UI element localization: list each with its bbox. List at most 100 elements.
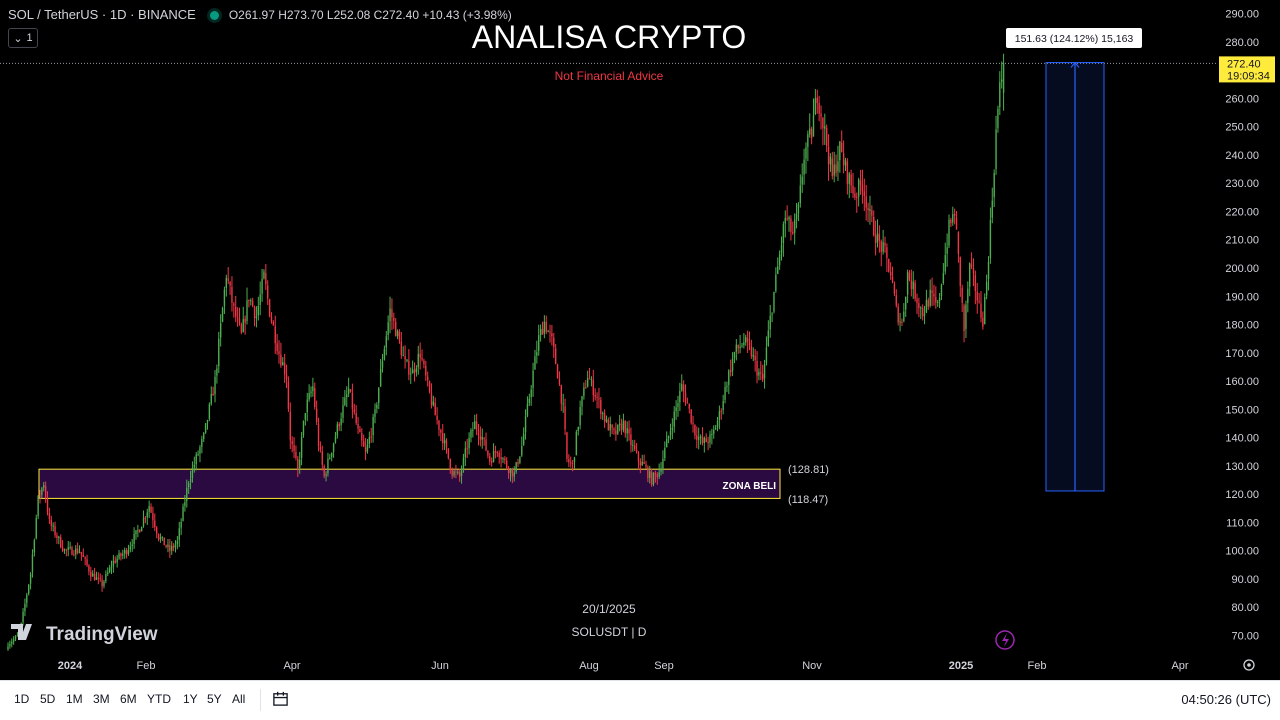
candle-body bbox=[681, 383, 683, 391]
range-button-ytd[interactable]: YTD bbox=[147, 692, 171, 706]
bar-countdown: 19:09:34 bbox=[1227, 70, 1270, 82]
candle-body bbox=[854, 193, 856, 198]
chart-canvas[interactable]: 151.63 (124.12%) 15,163 290.00280.00270.… bbox=[0, 0, 1280, 680]
candle-body bbox=[276, 343, 278, 351]
range-button-1m[interactable]: 1M bbox=[66, 692, 83, 706]
candle-body bbox=[402, 355, 404, 357]
range-button-5y[interactable]: 5Y bbox=[207, 692, 222, 706]
candle-body bbox=[662, 458, 664, 469]
time-tick-label: Apr bbox=[1171, 660, 1188, 672]
range-button-5d[interactable]: 5D bbox=[40, 692, 56, 706]
candle-body bbox=[833, 164, 835, 176]
candle-body bbox=[980, 303, 982, 318]
candle-body bbox=[475, 421, 478, 430]
candle-body bbox=[799, 185, 802, 204]
candle-body bbox=[340, 418, 342, 426]
time-tick-label: Feb bbox=[1028, 660, 1047, 672]
candle-body bbox=[274, 326, 276, 344]
candle-body bbox=[485, 439, 487, 451]
candle-body bbox=[908, 272, 911, 280]
range-button-3m[interactable]: 3M bbox=[93, 692, 110, 706]
candle-body bbox=[150, 506, 152, 513]
symbol-title[interactable]: SOL / TetherUS · 1D · BINANCE bbox=[8, 7, 196, 22]
candle-body bbox=[701, 436, 704, 444]
candle-body bbox=[985, 281, 988, 296]
candle-body bbox=[359, 429, 361, 433]
candle-body bbox=[159, 537, 162, 540]
candle-body bbox=[761, 373, 764, 380]
candle-body bbox=[530, 389, 532, 398]
candle-body bbox=[118, 553, 120, 559]
candle-body bbox=[654, 473, 657, 475]
candle-body bbox=[869, 208, 871, 211]
range-button-all[interactable]: All bbox=[232, 692, 246, 706]
candle-body bbox=[52, 525, 54, 527]
candle-body bbox=[48, 512, 51, 519]
settings-gear-icon[interactable] bbox=[1243, 659, 1255, 671]
candle-body bbox=[253, 306, 256, 319]
price-tick-label: 80.00 bbox=[1231, 602, 1259, 614]
candle-body bbox=[609, 424, 611, 431]
candle-body bbox=[364, 447, 367, 453]
candle-body bbox=[586, 378, 589, 387]
candle-body bbox=[711, 433, 713, 435]
candle-body bbox=[56, 535, 58, 538]
range-button-1d[interactable]: 1D bbox=[14, 692, 30, 706]
symbol-caption: SOLUSDT | D bbox=[572, 625, 647, 639]
candle-body bbox=[270, 316, 273, 322]
candle-body bbox=[630, 434, 632, 446]
range-button-6m[interactable]: 6M bbox=[120, 692, 137, 706]
calendar-icon[interactable] bbox=[272, 690, 289, 707]
candle-body bbox=[880, 241, 882, 253]
time-tick-label: Sep bbox=[654, 660, 674, 672]
candle-body bbox=[703, 437, 706, 443]
range-button-1y[interactable]: 1Y bbox=[183, 692, 198, 706]
candle-body bbox=[856, 196, 858, 198]
ohlc-values: O261.97 H273.70 L252.08 C272.40 +10.43 (… bbox=[228, 8, 512, 22]
candle-body bbox=[906, 272, 909, 295]
interval-button[interactable]: ⌄ 1 bbox=[8, 28, 38, 48]
candle-body bbox=[259, 294, 261, 306]
candle-body bbox=[381, 361, 384, 368]
candle-body bbox=[656, 474, 658, 478]
candle-body bbox=[206, 419, 209, 423]
candle-body bbox=[972, 268, 975, 274]
candle-body bbox=[784, 217, 786, 224]
price-tick-label: 160.00 bbox=[1225, 376, 1259, 388]
candle-body bbox=[349, 389, 352, 392]
candle-body bbox=[987, 261, 990, 279]
candle-body bbox=[440, 429, 442, 433]
candle-body bbox=[26, 594, 28, 603]
candle-body bbox=[728, 370, 730, 385]
candle-body bbox=[635, 450, 638, 452]
candle-body bbox=[116, 558, 118, 563]
candle-body bbox=[901, 321, 903, 323]
candle-body bbox=[729, 370, 732, 372]
candle-body bbox=[624, 421, 626, 434]
symbol-legend[interactable]: SOL / TetherUS · 1D · BINANCE O261.97 H27… bbox=[8, 7, 512, 22]
lightning-icon[interactable] bbox=[995, 630, 1015, 650]
candle-body bbox=[171, 545, 173, 551]
candle-body bbox=[515, 462, 517, 472]
candle-body bbox=[545, 321, 547, 332]
candle-body bbox=[782, 224, 785, 244]
candle-body bbox=[634, 445, 636, 450]
candle-body bbox=[876, 233, 879, 243]
candle-body bbox=[748, 342, 751, 346]
candle-body bbox=[511, 468, 514, 477]
candle-body bbox=[342, 405, 344, 418]
candle-body bbox=[82, 554, 84, 558]
price-tick-label: 280.00 bbox=[1225, 37, 1259, 49]
candle-body bbox=[594, 394, 596, 397]
candle-body bbox=[376, 404, 378, 409]
candle-body bbox=[682, 384, 685, 392]
candle-body bbox=[338, 424, 340, 427]
candle-body bbox=[139, 530, 141, 533]
utc-clock[interactable]: 04:50:26 (UTC) bbox=[1181, 692, 1271, 707]
candle-body bbox=[816, 97, 818, 104]
candle-body bbox=[694, 424, 696, 436]
candle-body bbox=[970, 264, 973, 267]
candle-body bbox=[167, 544, 169, 547]
candle-body bbox=[669, 430, 672, 436]
